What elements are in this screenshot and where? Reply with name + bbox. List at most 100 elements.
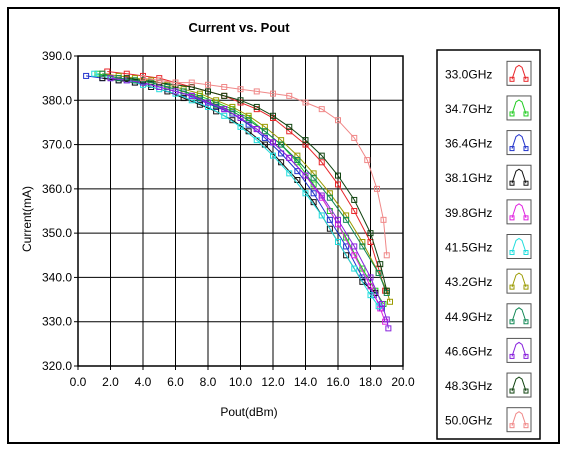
data-point bbox=[237, 86, 244, 93]
data-point bbox=[318, 106, 325, 113]
data-point bbox=[335, 172, 341, 179]
data-point bbox=[302, 190, 309, 197]
y-axis-label: Current(mA) bbox=[20, 186, 34, 252]
data-point bbox=[343, 216, 350, 223]
legend-swatch-line bbox=[511, 272, 527, 288]
x-tick-label: 8.0 bbox=[200, 375, 217, 389]
data-point bbox=[172, 79, 179, 86]
data-point bbox=[286, 123, 293, 130]
data-point bbox=[343, 243, 350, 250]
legend-label: 50.0GHz bbox=[445, 414, 492, 428]
x-tick-label: 18.0 bbox=[359, 375, 383, 389]
data-point bbox=[335, 216, 341, 223]
data-point bbox=[378, 301, 385, 307]
data-point bbox=[335, 239, 341, 245]
legend-swatch-marker bbox=[523, 111, 529, 117]
data-point bbox=[221, 112, 228, 119]
series-44.9GHz bbox=[99, 70, 390, 296]
data-point bbox=[196, 90, 203, 97]
legend-swatch-marker bbox=[509, 146, 515, 152]
x-tick-label: 2.0 bbox=[102, 375, 119, 389]
data-point bbox=[294, 168, 301, 175]
data-point bbox=[237, 123, 244, 130]
data-point bbox=[383, 316, 390, 323]
legend-swatch-line bbox=[511, 168, 527, 184]
data-point bbox=[156, 84, 163, 90]
y-tick-label: 340.0 bbox=[42, 270, 72, 284]
series-50.0GHz bbox=[140, 75, 390, 259]
legend-swatch-marker bbox=[509, 388, 515, 394]
data-point bbox=[367, 274, 374, 281]
data-point bbox=[302, 99, 309, 106]
data-point bbox=[286, 170, 293, 177]
data-point bbox=[213, 97, 220, 104]
legend-swatch-line bbox=[511, 237, 527, 253]
data-point bbox=[326, 190, 333, 197]
data-point bbox=[253, 137, 260, 144]
data-point bbox=[302, 137, 309, 144]
x-tick-label: 12.0 bbox=[261, 375, 285, 389]
legend-swatch-line bbox=[511, 99, 527, 115]
legend-swatch-line bbox=[511, 133, 527, 149]
legend-label: 34.7GHz bbox=[445, 102, 492, 116]
data-point bbox=[302, 141, 309, 148]
data-point bbox=[205, 103, 211, 110]
x-tick-label: 16.0 bbox=[326, 375, 350, 389]
legend-label: 44.9GHz bbox=[445, 310, 492, 324]
data-point bbox=[367, 283, 374, 290]
data-point bbox=[286, 92, 293, 99]
legend-swatch-marker bbox=[509, 76, 515, 82]
data-point bbox=[188, 79, 195, 86]
data-point bbox=[107, 75, 114, 82]
legend-label: 33.0GHz bbox=[445, 67, 492, 81]
legend-label: 43.2GHz bbox=[445, 275, 492, 289]
legend-swatch-marker bbox=[523, 353, 529, 359]
legend-swatch-line bbox=[511, 64, 527, 80]
data-point bbox=[213, 108, 220, 115]
legend-swatch-marker bbox=[509, 319, 515, 325]
data-point bbox=[172, 88, 179, 95]
y-tick-label: 370.0 bbox=[42, 138, 72, 152]
data-point bbox=[374, 185, 380, 192]
y-tick-label: 360.0 bbox=[42, 182, 72, 196]
data-point bbox=[140, 75, 146, 82]
x-tick-label: 20.0 bbox=[391, 375, 415, 389]
axis-ticks: 0.0 2.0 4.0 6.0 8.0 10.0 12.0 14.0 16.0 18.0 20.0 3… bbox=[42, 49, 415, 389]
data-point bbox=[318, 192, 325, 199]
y-tick-label: 390.0 bbox=[42, 49, 72, 63]
y-tick-label: 330.0 bbox=[42, 315, 72, 329]
legend: 33.0GHz 34.7GHz 36.4GHz 38.1GHz 39.8GHz 41.5G… bbox=[436, 49, 541, 440]
data-point bbox=[261, 123, 268, 130]
legend-swatch-line bbox=[511, 203, 527, 219]
data-point bbox=[383, 252, 390, 259]
x-tick-label: 14.0 bbox=[294, 375, 318, 389]
data-point bbox=[221, 84, 228, 90]
series-line bbox=[102, 73, 388, 294]
chart: Current vs. Pout 0.0 2.0 4.0 6.0 8.0 10.0 12.0… bbox=[20, 20, 541, 440]
data-point bbox=[351, 265, 358, 272]
data-point bbox=[351, 252, 358, 259]
data-point bbox=[351, 208, 358, 214]
data-point bbox=[83, 72, 90, 79]
data-point bbox=[270, 152, 276, 159]
data-point bbox=[310, 190, 317, 197]
legend-swatch-marker bbox=[509, 353, 515, 359]
chart-title: Current vs. Pout bbox=[188, 20, 290, 35]
data-point bbox=[278, 150, 285, 157]
data-point bbox=[377, 261, 384, 268]
legend-swatch-line bbox=[511, 411, 527, 426]
data-point bbox=[253, 103, 260, 110]
y-tick-label: 380.0 bbox=[42, 93, 72, 107]
data-point bbox=[326, 194, 333, 201]
legend-label: 48.3GHz bbox=[445, 379, 492, 393]
data-point bbox=[310, 170, 317, 177]
legend-swatch-marker bbox=[509, 423, 515, 429]
data-point bbox=[278, 137, 285, 144]
data-point bbox=[383, 287, 390, 294]
legend-label: 41.5GHz bbox=[445, 241, 492, 255]
data-point bbox=[99, 70, 106, 77]
data-point bbox=[123, 70, 130, 77]
legend-swatch-line bbox=[511, 307, 527, 322]
data-point bbox=[294, 152, 301, 159]
y-tick-label: 350.0 bbox=[42, 226, 72, 240]
